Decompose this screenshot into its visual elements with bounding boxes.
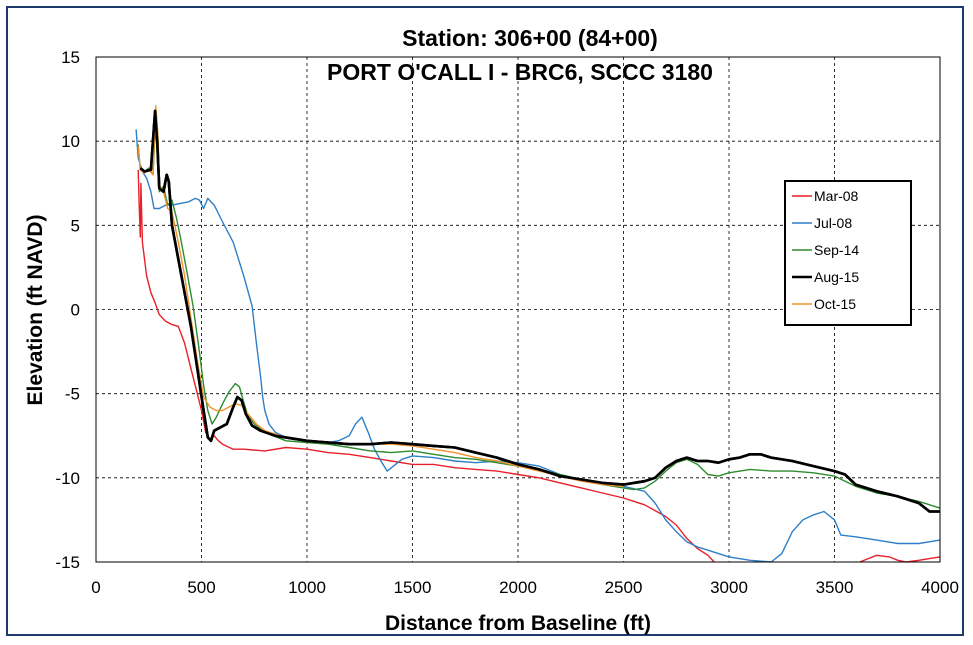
x-tick-label-6: 3000 — [710, 578, 748, 597]
x-axis-title: Distance from Baseline (ft) — [385, 612, 651, 635]
tick-labels: 0 500 1000 1500 2000 2500 3000 3500 4000 -15 -10 -5… — [55, 48, 958, 597]
y-tick-label-5: 10 — [61, 132, 80, 151]
legend: Mar-08 Jul-08 Sep-14 Aug-15 Oct-15 — [784, 180, 912, 326]
series-line-mar-08-tail — [859, 554, 941, 563]
x-tick-label-3: 1500 — [394, 578, 432, 597]
chart-title: Station: 306+00 (84+00) — [402, 25, 658, 51]
legend-label-mar-08: Mar-08 — [814, 188, 859, 204]
x-tick-label-4: 2000 — [499, 578, 537, 597]
legend-box — [784, 180, 912, 326]
x-tick-label-8: 4000 — [921, 578, 959, 597]
x-tick-label-2: 1000 — [288, 578, 326, 597]
legend-label-sep-14: Sep-14 — [814, 242, 859, 258]
y-tick-label-4: 5 — [71, 216, 80, 235]
grid — [96, 57, 940, 562]
legend-label-jul-08: Jul-08 — [814, 215, 852, 231]
series-line-sep-14 — [137, 110, 941, 509]
series-line-oct-15 — [137, 105, 624, 487]
series-line-mar-08 — [137, 169, 715, 563]
y-axis-title: Elevation (ft NAVD) — [24, 215, 47, 406]
y-tick-label-6: 15 — [61, 48, 80, 67]
y-tick-label-3: 0 — [71, 301, 80, 320]
x-tick-label-7: 3500 — [816, 578, 854, 597]
y-tick-label-1: -10 — [55, 469, 80, 488]
y-tick-label-2: -5 — [65, 385, 80, 404]
legend-label-oct-15: Oct-15 — [814, 296, 856, 312]
legend-label-aug-15: Aug-15 — [814, 269, 859, 285]
series-line-aug-15-top — [139, 109, 940, 513]
legend-items: Mar-08 Jul-08 Sep-14 Aug-15 Oct-15 — [792, 188, 859, 312]
y-tick-label-0: -15 — [55, 553, 80, 572]
plot-area-border — [95, 56, 941, 563]
x-tick-label-1: 500 — [187, 578, 215, 597]
x-tick-label-0: 0 — [91, 578, 100, 597]
chart-subtitle: PORT O'CALL I - BRC6, SCCC 3180 — [327, 59, 713, 85]
x-tick-label-5: 2500 — [605, 578, 643, 597]
series-layer — [135, 105, 941, 563]
